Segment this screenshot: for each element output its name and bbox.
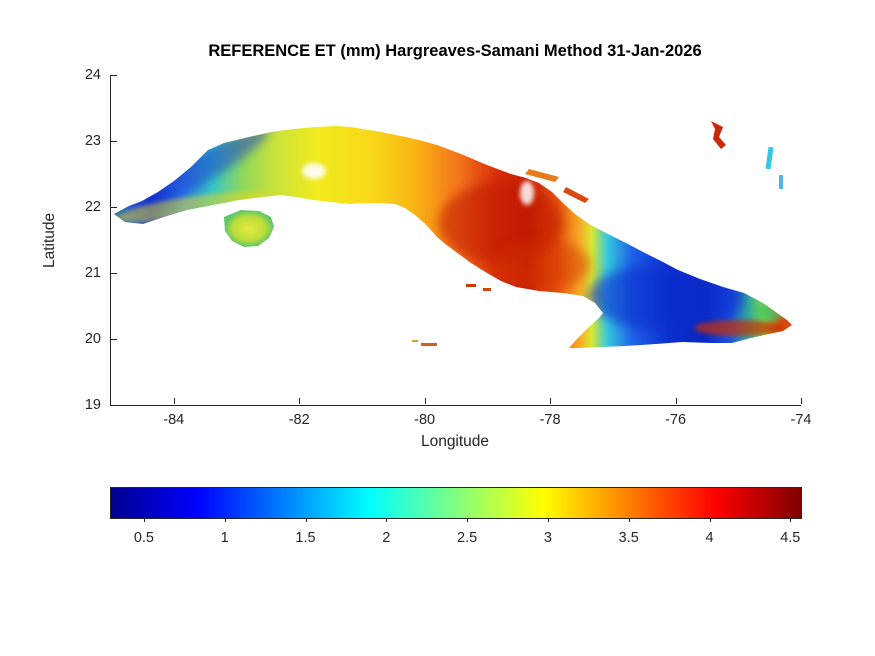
colorbar-tick-mark — [628, 518, 630, 522]
x-tick-label: -76 — [665, 412, 687, 428]
x-tick-label: -78 — [539, 412, 561, 428]
y-tick-label: 20 — [84, 331, 101, 347]
x-axis-label: Longitude — [420, 433, 490, 450]
colorbar-tick-mark — [386, 518, 388, 522]
x-tick-mark — [550, 398, 552, 404]
colorbar-tick-label: 3 — [543, 530, 552, 546]
colorbar-tick-label: 1.5 — [295, 530, 316, 546]
y-tick-label: 22 — [84, 199, 101, 215]
x-tick-mark — [424, 398, 426, 404]
x-tick-label: -80 — [414, 412, 436, 428]
y-tick-mark — [111, 273, 117, 274]
colorbar-tick-mark — [790, 518, 792, 522]
colorbar-tick-mark — [467, 518, 469, 522]
x-tick-label: -84 — [163, 412, 185, 428]
colorbar-tick-label: 0.5 — [133, 530, 155, 546]
cays-and-islets — [412, 121, 783, 346]
colorbar-tick-labels: 0.5 1 1.5 2 2.5 3 3.5 4 4.5 — [110, 518, 800, 552]
colorbar-tick-label: 2 — [382, 530, 391, 546]
y-tick-mark — [111, 141, 117, 142]
colorbar-tick-mark — [224, 518, 226, 522]
colorbar-tick-label: 1 — [220, 530, 229, 546]
x-tick-mark — [173, 398, 175, 404]
colorbar-tick-label: 2.5 — [457, 530, 478, 546]
colorbar-tick-label: 4 — [705, 530, 714, 546]
plot-area: -84 -82 -80 -78 -76 -74 24 23 22 21 20 1… — [85, 67, 812, 428]
x-tick-mark — [299, 398, 301, 404]
colorbar-tick-mark — [547, 518, 549, 522]
y-tick-mark — [111, 339, 117, 340]
y-tick-mark — [111, 405, 117, 406]
colorbar-gradient — [111, 488, 801, 518]
colorbar-tick-mark — [709, 518, 711, 522]
plot-title: REFERENCE ET (mm) Hargreaves-Samani Meth… — [208, 42, 702, 60]
colorbar-tick-mark — [305, 518, 307, 522]
y-tick-label: 23 — [84, 133, 101, 149]
y-axis-label: Latitude — [41, 212, 58, 268]
isla-de-la-juventud — [224, 210, 274, 247]
y-tick-mark — [111, 207, 117, 208]
colorbar-tick-mark — [143, 518, 145, 522]
y-tick-label: 24 — [84, 67, 101, 83]
y-tick-label: 21 — [84, 265, 101, 281]
colorbar-tick-label: 3.5 — [618, 530, 639, 546]
x-tick-label: -74 — [790, 412, 812, 428]
et-field-overlays — [114, 127, 784, 336]
x-tick-mark — [675, 398, 677, 404]
y-tick-label: 19 — [84, 397, 101, 413]
x-tick-mark — [801, 398, 802, 404]
colorbar-tick-label: 4.5 — [780, 530, 801, 546]
y-tick-mark — [111, 75, 117, 76]
cuba-et-map — [114, 121, 792, 348]
x-tick-label: -82 — [288, 412, 310, 428]
colorbar — [110, 487, 802, 519]
